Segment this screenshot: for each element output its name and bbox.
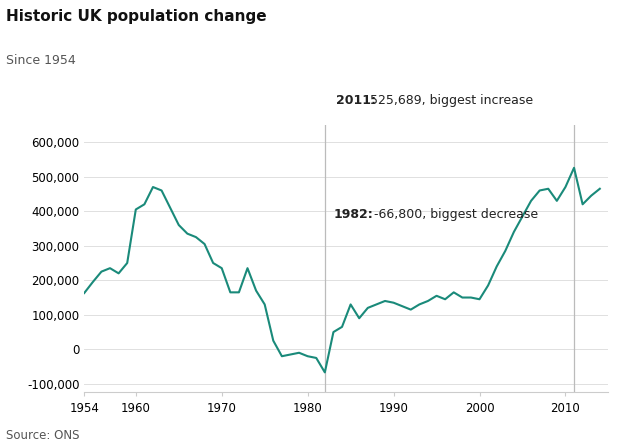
Text: Since 1954: Since 1954 [6,54,76,66]
Text: Source: ONS: Source: ONS [6,429,80,442]
Text: -66,800, biggest decrease: -66,800, biggest decrease [369,208,538,221]
Text: Historic UK population change: Historic UK population change [6,9,267,24]
Text: 2011:: 2011: [336,94,376,107]
Text: 525,689, biggest increase: 525,689, biggest increase [366,94,533,107]
Text: 1982:: 1982: [333,208,373,221]
